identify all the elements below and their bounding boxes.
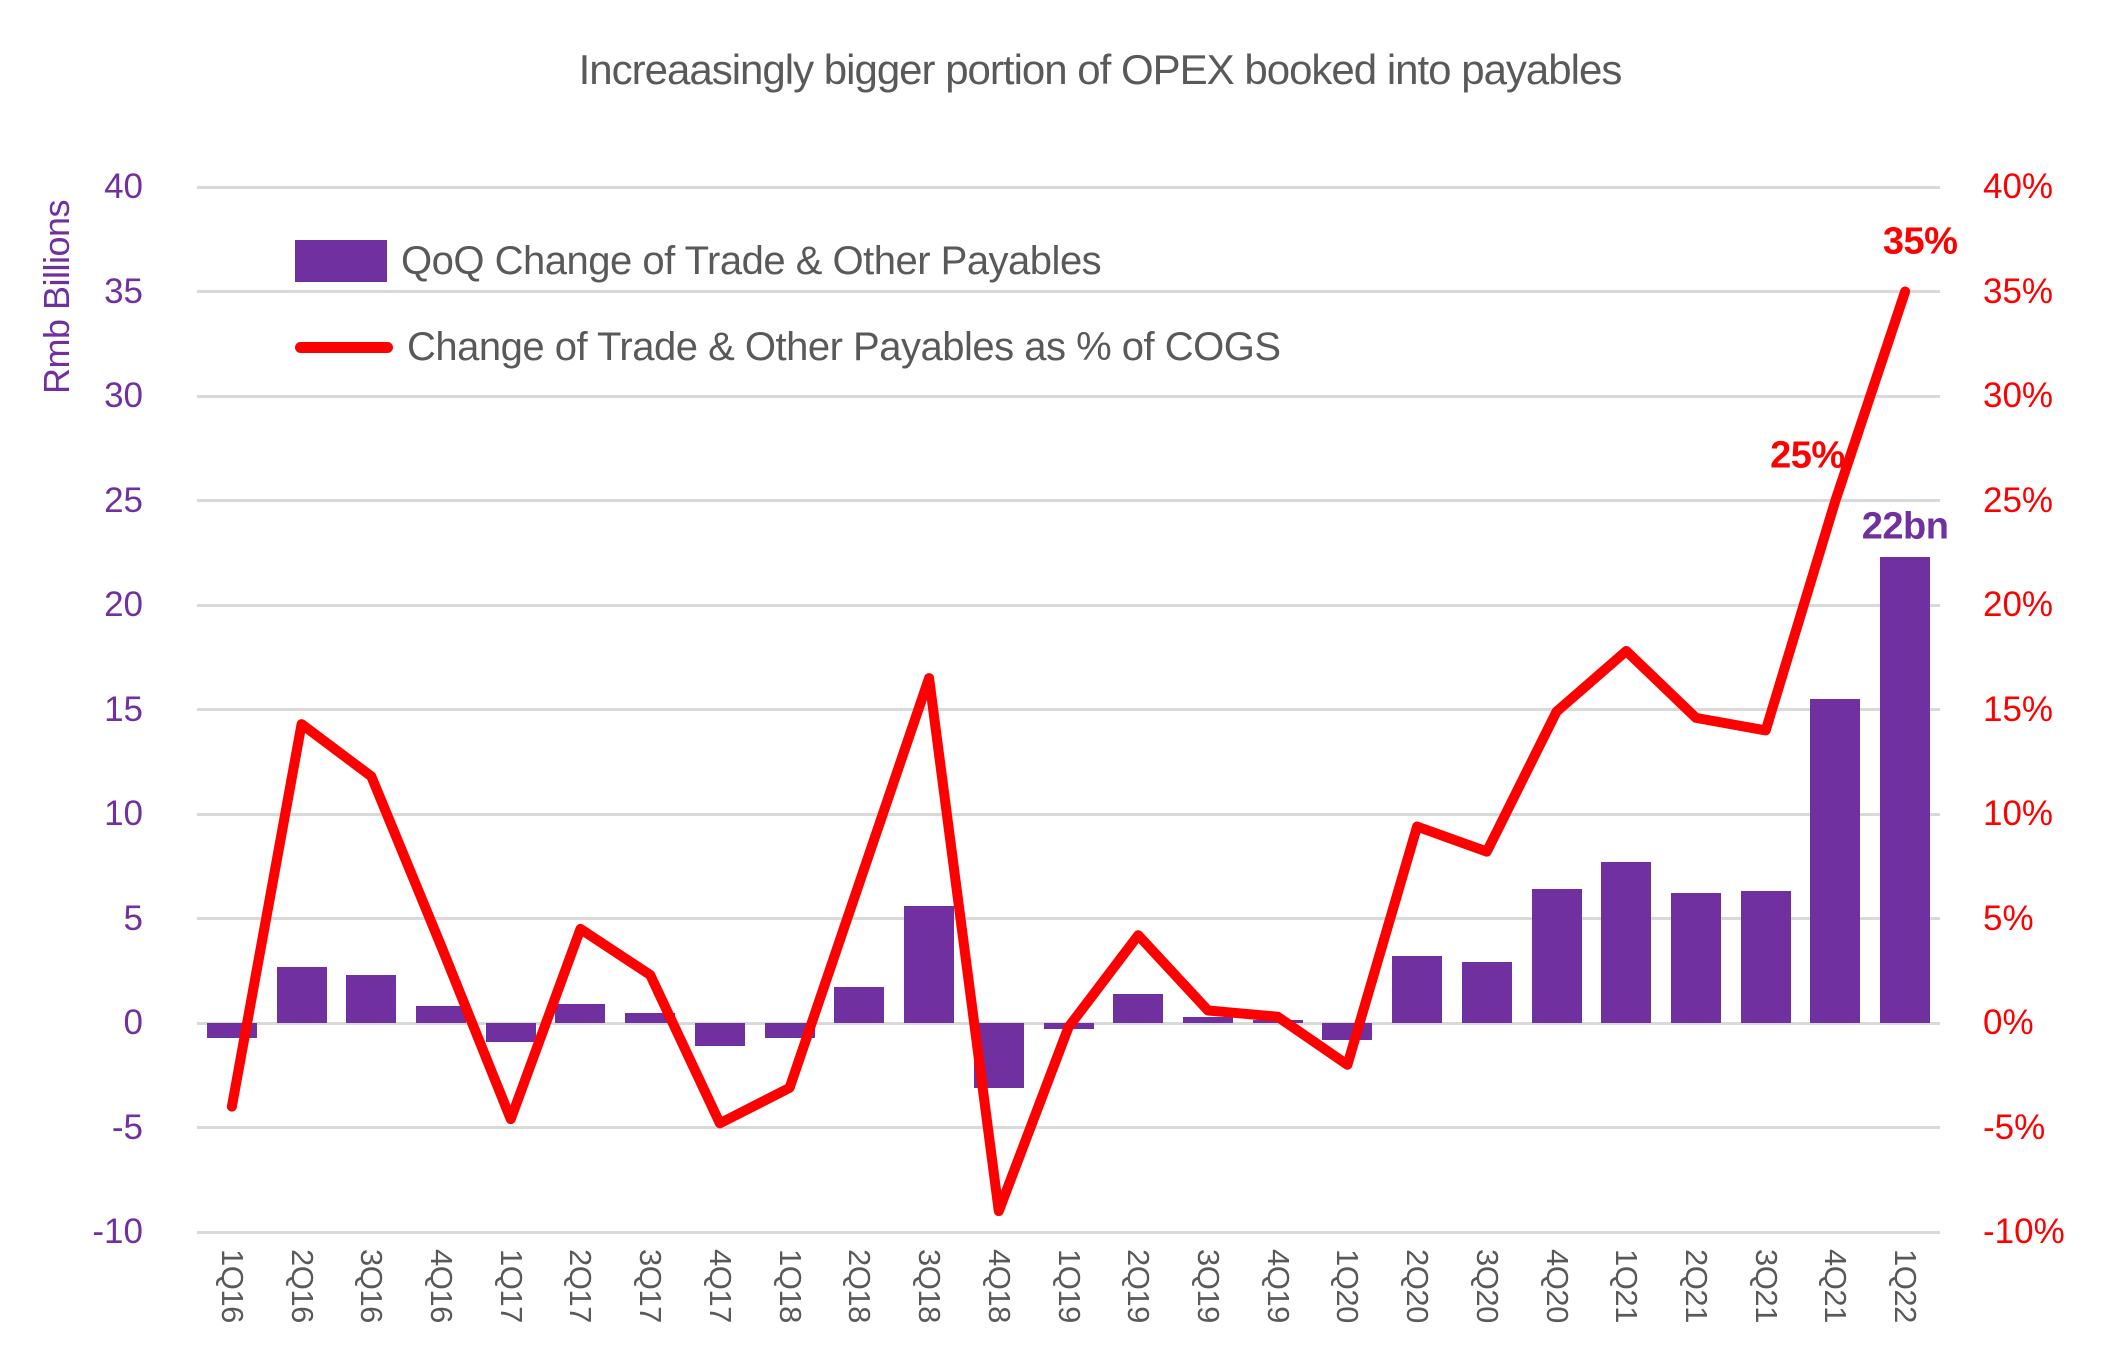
gridline: [197, 708, 1940, 711]
chart-title: Increaasingly bigger portion of OPEX boo…: [578, 46, 1623, 93]
right-axis-tick: 20%: [1983, 585, 2054, 624]
bar-2Q20: [1392, 956, 1443, 1023]
x-axis-label-1Q19: 1Q19: [1051, 1249, 1087, 1323]
right-axis-tick: 30%: [1983, 376, 2054, 415]
gridline: [197, 1230, 1940, 1234]
bar-3Q18: [904, 905, 955, 1023]
gridline: [197, 290, 1940, 293]
bar-1Q20: [1322, 1023, 1373, 1040]
right-axis-tick: 35%: [1983, 271, 2054, 311]
left-axis-tick: 40: [104, 167, 143, 206]
left-axis-tick: 30: [104, 376, 143, 415]
bar-1Q17: [485, 1023, 536, 1042]
annotation-35%: 35%: [1882, 220, 1958, 262]
bar-3Q17: [625, 1012, 676, 1023]
line-series-swatch-icon: [295, 341, 393, 353]
x-axis-label-3Q21: 3Q21: [1748, 1249, 1784, 1323]
right-axis-tick: 25%: [1983, 480, 2054, 520]
legend: QoQ Change of Trade & Other Payables Cha…: [295, 238, 1281, 369]
left-axis-tick: 35: [104, 271, 143, 311]
x-axis-label-4Q18: 4Q18: [981, 1249, 1017, 1323]
left-axis-tick: 20: [104, 585, 143, 624]
annotation-22bn: 22bn: [1861, 505, 1949, 548]
x-axis-label-1Q22: 1Q22: [1888, 1249, 1924, 1323]
x-axis-label-2Q20: 2Q20: [1400, 1249, 1436, 1323]
x-axis-label-1Q16: 1Q16: [214, 1249, 250, 1323]
right-axis-tick: 5%: [1983, 898, 2034, 938]
bar-1Q19: [1043, 1023, 1094, 1030]
x-axis-label-3Q17: 3Q17: [633, 1249, 669, 1323]
x-axis-label-3Q18: 3Q18: [912, 1249, 948, 1323]
left-axis-tick: -5: [111, 1107, 143, 1147]
x-axis-label-1Q21: 1Q21: [1609, 1249, 1645, 1323]
legend-item-bar-series: QoQ Change of Trade & Other Payables: [295, 238, 1281, 283]
right-axis-tick: 10%: [1983, 794, 2054, 833]
bar-3Q21: [1740, 891, 1791, 1023]
left-axis-tick: 10: [104, 794, 143, 833]
left-axis-tick: -10: [92, 1212, 143, 1251]
bar-4Q19: [1252, 1019, 1303, 1023]
bar-3Q16: [346, 974, 397, 1023]
bar-3Q19: [1182, 1016, 1233, 1023]
x-axis-label-3Q19: 3Q19: [1190, 1249, 1226, 1323]
gridline: [197, 499, 1940, 502]
gridline: [197, 1126, 1940, 1129]
x-axis-label-4Q16: 4Q16: [424, 1249, 460, 1323]
bar-1Q21: [1601, 862, 1652, 1023]
bar-4Q21: [1810, 699, 1861, 1023]
right-axis-tick: -5%: [1983, 1107, 2046, 1147]
gridline: [197, 394, 1940, 398]
right-axis-tick: -10%: [1983, 1212, 2065, 1251]
x-axis-label-2Q21: 2Q21: [1678, 1249, 1714, 1323]
left-axis-tick: 25: [104, 480, 143, 520]
x-axis-label-4Q21: 4Q21: [1818, 1249, 1854, 1323]
legend-label-bar-series: QoQ Change of Trade & Other Payables: [401, 238, 1102, 283]
gridline: [197, 603, 1940, 607]
x-axis-label-4Q19: 4Q19: [1260, 1249, 1296, 1323]
bar-4Q20: [1531, 889, 1582, 1023]
x-axis-label-2Q19: 2Q19: [1121, 1249, 1157, 1323]
x-axis-label-2Q17: 2Q17: [563, 1249, 599, 1323]
right-axis-tick: 40%: [1983, 167, 2054, 206]
bar-4Q17: [694, 1023, 745, 1046]
gridline: [197, 812, 1940, 816]
legend-item-line-series: Change of Trade & Other Payables as % of…: [295, 324, 1281, 369]
right-axis-tick: 0%: [1983, 1003, 2034, 1042]
left-axis-tick: 15: [104, 689, 143, 729]
bar-3Q20: [1461, 962, 1512, 1023]
x-axis-label-2Q18: 2Q18: [842, 1249, 878, 1323]
bar-2Q16: [276, 966, 327, 1023]
bar-2Q17: [555, 1004, 606, 1023]
x-axis-label-4Q17: 4Q17: [702, 1249, 738, 1323]
x-axis-label-4Q20: 4Q20: [1539, 1249, 1575, 1323]
x-axis-label-2Q16: 2Q16: [284, 1249, 320, 1323]
gridline: [197, 185, 1940, 189]
bar-series-swatch-icon: [295, 240, 387, 282]
line-series-path: [226, 286, 1911, 1217]
bar-1Q22: [1880, 556, 1931, 1023]
bar-4Q16: [416, 1006, 467, 1023]
left-axis-tick: 5: [123, 898, 143, 938]
x-axis-label-3Q16: 3Q16: [354, 1249, 390, 1323]
bar-1Q16: [206, 1023, 257, 1038]
legend-label-line-series: Change of Trade & Other Payables as % of…: [407, 324, 1281, 369]
right-axis-tick: 15%: [1983, 689, 2054, 729]
x-axis-label-3Q20: 3Q20: [1469, 1249, 1505, 1323]
x-axis-label-1Q20: 1Q20: [1330, 1249, 1366, 1323]
bar-2Q19: [1113, 993, 1164, 1023]
bar-4Q18: [973, 1023, 1024, 1088]
bar-2Q21: [1670, 893, 1721, 1023]
annotation-25%: 25%: [1770, 434, 1845, 476]
x-axis-label-1Q18: 1Q18: [772, 1249, 808, 1323]
bar-2Q18: [834, 987, 885, 1023]
left-axis-tick: 0: [123, 1003, 143, 1042]
x-axis-label-1Q17: 1Q17: [493, 1249, 529, 1323]
bar-1Q18: [764, 1023, 815, 1038]
